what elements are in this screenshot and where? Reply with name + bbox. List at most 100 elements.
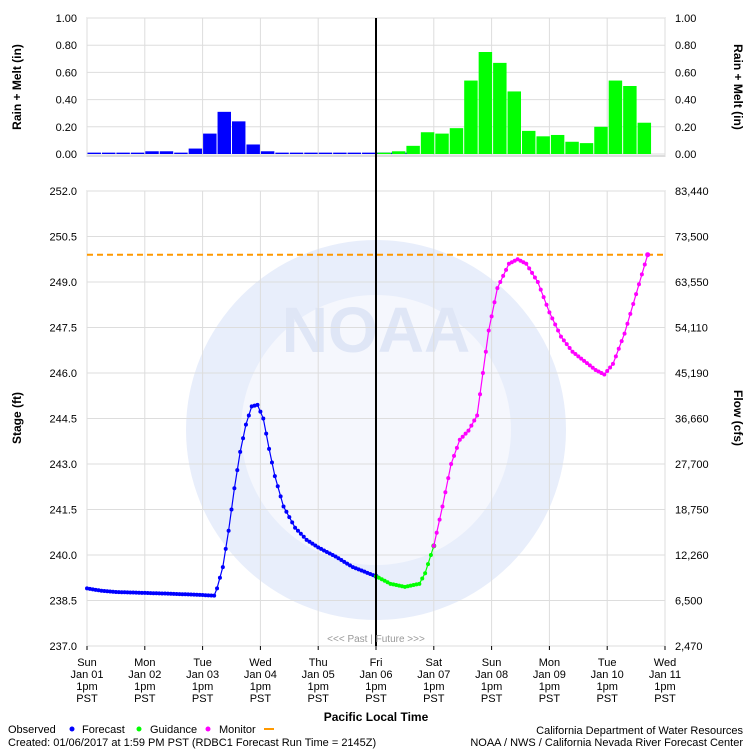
- series-point-monitor: [576, 354, 581, 359]
- series-point-observed: [139, 590, 144, 595]
- series-point-monitor: [619, 339, 624, 344]
- series-point-monitor: [556, 328, 561, 333]
- precip-left-tick-label: 0.80: [56, 40, 77, 52]
- precip-bar-forecast: [565, 141, 579, 154]
- x-axis-title: Pacific Local Time: [324, 710, 429, 724]
- x-tick-label-time: 1pm: [76, 681, 97, 693]
- series-point-monitor: [564, 342, 569, 347]
- series-point-monitor: [454, 445, 459, 450]
- precip-bar-observed: [145, 151, 159, 154]
- x-tick-label-date: Jan 08: [475, 669, 508, 681]
- series-point-observed: [345, 561, 350, 566]
- x-tick-label-time: 1pm: [365, 681, 386, 693]
- series-point-monitor: [449, 462, 454, 466]
- series-point-monitor: [489, 314, 494, 319]
- precip-bar-forecast: [550, 134, 565, 154]
- series-point-monitor: [492, 300, 497, 305]
- x-tick-label-day: Tue: [193, 657, 212, 669]
- series-point-observed: [212, 593, 217, 598]
- series-point-monitor: [550, 316, 555, 321]
- series-point-observed: [197, 592, 202, 597]
- precip-bar-observed: [116, 152, 130, 154]
- x-tick-label-date: Jan 09: [533, 669, 566, 681]
- series-point-monitor: [495, 286, 500, 291]
- x-tick-label-day: Sun: [482, 657, 502, 669]
- x-tick-label-day: Mon: [134, 657, 155, 669]
- series-point-observed: [177, 592, 182, 597]
- series-point-observed: [226, 528, 231, 533]
- series-point-monitor: [452, 453, 457, 458]
- x-tick-label-date: Jan 05: [302, 669, 335, 681]
- series-point-monitor: [469, 423, 474, 428]
- series-point-observed: [203, 593, 208, 598]
- series-point-monitor: [443, 490, 448, 495]
- precip-bars: [87, 52, 652, 154]
- series-point-observed: [191, 592, 196, 597]
- series-point-observed: [137, 590, 142, 595]
- stage-tick-label: 241.5: [49, 505, 77, 517]
- precip-bar-observed: [304, 152, 318, 154]
- series-point-observed: [122, 590, 127, 595]
- series-point-observed: [229, 507, 234, 512]
- series-point-observed: [255, 402, 260, 407]
- series-point-observed: [336, 556, 341, 561]
- legend: Observed Forecast Guidance Monitor: [8, 724, 274, 736]
- stage-tick-label: 243.0: [49, 459, 77, 471]
- x-tick-label-tz: PST: [596, 693, 618, 705]
- precip-bar-forecast: [449, 128, 464, 154]
- series-point-monitor: [532, 275, 537, 280]
- series-point-observed: [134, 590, 139, 595]
- flow-tick-label: 18,750: [675, 505, 709, 517]
- x-tick-label-date: Jan 02: [128, 669, 161, 681]
- series-point-monitor: [573, 352, 578, 357]
- flow-tick-label: 63,550: [675, 277, 709, 289]
- precip-bar-observed: [275, 152, 289, 154]
- series-point-observed: [200, 593, 205, 598]
- series-point-monitor: [431, 543, 436, 548]
- precip-bar-forecast: [507, 91, 521, 154]
- precip-bar-forecast: [579, 143, 594, 154]
- stage-tick-label: 250.5: [49, 232, 77, 244]
- credit-line-2: NOAA / NWS / California Nevada River For…: [470, 737, 743, 749]
- flow-tick-label: 73,500: [675, 232, 709, 244]
- series-point-monitor: [567, 345, 572, 350]
- precip-bar-observed: [318, 152, 333, 154]
- series-point-guidance: [426, 562, 431, 567]
- precip-bar-forecast: [377, 152, 391, 154]
- series-point-observed: [160, 591, 165, 596]
- series-point-monitor: [437, 517, 442, 522]
- precip-right-axis-title: Rain + Melt (in): [731, 44, 745, 130]
- x-tick-label-day: Thu: [309, 657, 328, 669]
- series-point-monitor: [587, 363, 592, 368]
- series-point-observed: [165, 591, 170, 596]
- series-point-guidance: [420, 576, 425, 581]
- series-point-monitor: [486, 328, 491, 333]
- series-point-observed: [295, 528, 300, 533]
- series-point-observed: [183, 592, 188, 597]
- series-point-observed: [128, 590, 133, 595]
- x-tick-label-date: Jan 04: [244, 669, 277, 681]
- precip-bar-observed: [289, 152, 304, 154]
- legend-forecast-marker: [69, 726, 75, 732]
- series-point-observed: [301, 534, 306, 539]
- x-tick-label-day: Wed: [654, 657, 676, 669]
- series-point-observed: [281, 504, 286, 509]
- series-point-monitor: [642, 262, 647, 267]
- precip-left-tick-label: 0.20: [56, 122, 77, 134]
- x-tick-label-date: Jan 03: [186, 669, 219, 681]
- series-point-observed: [235, 468, 240, 473]
- stage-axis-title: Stage (ft): [10, 392, 24, 444]
- precip-y-ticks: 0.00 0.00 0.20 0.20 0.40 0.40 0.60 0.60 0.80 0.80…: [56, 13, 697, 161]
- x-tick-label-time: 1pm: [134, 681, 155, 693]
- series-point-observed: [174, 591, 179, 596]
- precip-bar-observed: [260, 151, 275, 154]
- precip-bar-observed: [217, 111, 231, 154]
- x-tick-label-tz: PST: [423, 693, 445, 705]
- legend-forecast: Forecast: [82, 724, 125, 736]
- precip-bar-observed: [101, 152, 116, 154]
- series-point-observed: [304, 537, 309, 542]
- precip-bar-observed: [174, 152, 188, 154]
- series-point-monitor: [634, 292, 639, 297]
- precip-bar-observed: [333, 152, 347, 154]
- stage-tick-label: 240.0: [49, 550, 77, 562]
